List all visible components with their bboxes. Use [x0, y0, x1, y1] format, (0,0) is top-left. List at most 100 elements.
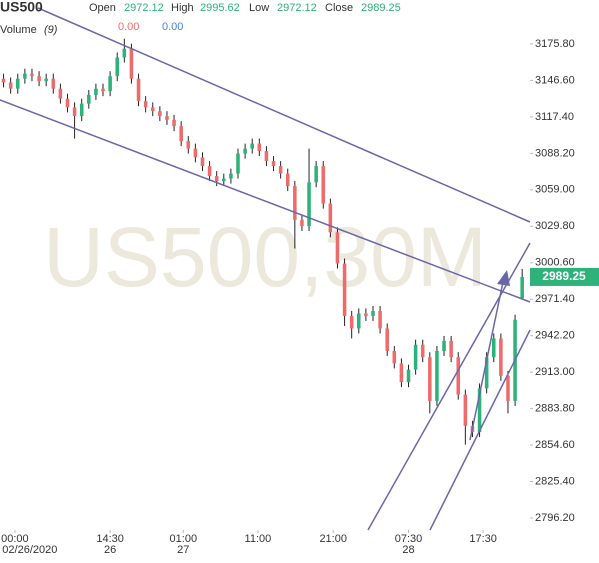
candle-body [243, 148, 247, 154]
candle-body [335, 232, 340, 264]
candle-body [399, 363, 404, 383]
candle-body [314, 166, 318, 183]
candle-body [214, 176, 219, 182]
date-label: 26 [104, 544, 116, 556]
y-tick-label: 3029.80 [535, 220, 575, 232]
x-tick-label: 00:00 [1, 533, 29, 545]
legend-value: 2989.25 [361, 2, 401, 14]
candle-body [186, 141, 191, 149]
candle-body [136, 78, 141, 102]
candle-body [491, 338, 496, 358]
x-tick-label: 07:30 [395, 533, 423, 545]
date-label: 02/26/2020 [2, 544, 57, 556]
candle-body [236, 153, 240, 174]
candle-body [463, 394, 468, 426]
x-tick-label: 17:30 [469, 533, 497, 545]
y-tick-label: 3000.60 [535, 257, 575, 269]
candle-body [449, 340, 453, 358]
candle-body [51, 78, 56, 89]
candle-body [435, 350, 439, 401]
candle-body [428, 357, 432, 401]
legend-value: 2972.12 [124, 2, 164, 14]
last-price-label: 2989.25 [542, 269, 586, 283]
candle-body [179, 126, 183, 142]
candle-body [115, 57, 120, 77]
symbol: US500 [0, 0, 43, 15]
candle-body [150, 107, 155, 112]
date-label: 28 [402, 544, 414, 556]
candle-body [94, 88, 98, 95]
candle-body [72, 107, 77, 117]
y-tick-label: 2942.20 [535, 330, 575, 342]
legend-label: Open [89, 2, 116, 14]
candle-body [442, 340, 446, 351]
trend-line [367, 242, 531, 531]
y-tick-label: 2883.80 [535, 403, 575, 415]
candle-body [44, 78, 48, 82]
y-tick-label: 2971.40 [535, 293, 575, 305]
candle-body [300, 219, 304, 227]
candle-body [385, 328, 389, 351]
candle-body [65, 98, 70, 108]
candle-body [420, 344, 425, 358]
volume-label: Volume [0, 24, 37, 36]
candle-body [101, 88, 105, 92]
x-tick-label: 21:00 [319, 533, 347, 545]
y-tick-label: 2854.60 [535, 439, 575, 451]
candle-body [193, 148, 198, 158]
candle-body [293, 186, 297, 220]
y-tick-label: 2825.40 [535, 475, 575, 487]
y-tick-label: 3088.20 [535, 147, 575, 159]
legend-value: 2995.62 [200, 2, 240, 14]
candle-body [1, 78, 6, 83]
candle-body [257, 143, 262, 152]
candle-body [499, 338, 503, 376]
candle-body [321, 166, 326, 204]
candle-body [158, 111, 162, 117]
arrow-head [497, 270, 510, 286]
candle-body [143, 101, 148, 108]
trend-line [37, 7, 531, 223]
candle-body [79, 103, 84, 117]
candle-body [278, 166, 283, 174]
legend-label: Close [325, 2, 353, 14]
candle-body [15, 78, 20, 89]
candle-body [371, 310, 375, 316]
candle-body [357, 313, 361, 329]
trend-arrow [469, 281, 504, 441]
candle-body [172, 119, 176, 127]
candle-body [477, 388, 482, 433]
volume-period: (9) [44, 24, 58, 36]
date-label: 27 [177, 544, 189, 556]
candle-body [129, 48, 134, 79]
y-tick-label: 3175.80 [535, 38, 575, 50]
candle-body [30, 73, 34, 77]
legend-label: Low [249, 2, 269, 14]
y-tick-label: 3146.60 [535, 74, 575, 86]
candle-body [364, 313, 368, 316]
candle-body [328, 203, 333, 233]
candle-body [165, 116, 169, 120]
candle-body [413, 344, 418, 370]
candle-body [250, 143, 254, 149]
candle-body [506, 375, 510, 401]
candle-body [207, 166, 212, 177]
y-tick-label: 3059.00 [535, 184, 575, 196]
x-tick-label: 14:30 [96, 533, 124, 545]
volume-value: 0.00 [162, 21, 183, 33]
candle-body [229, 173, 233, 179]
trend-line [429, 329, 531, 531]
candle-body [8, 82, 13, 89]
candle-body [108, 76, 112, 92]
candle-body [87, 94, 91, 104]
volume-value: 0.00 [118, 21, 139, 33]
watermark: US500,30M [43, 210, 487, 304]
trend-line [0, 99, 531, 303]
candle-body [342, 263, 347, 316]
candle-body [307, 182, 311, 227]
y-tick-label: 2913.00 [535, 366, 575, 378]
candles [1, 38, 524, 445]
candle-body [378, 310, 382, 329]
candle-body [58, 88, 63, 99]
